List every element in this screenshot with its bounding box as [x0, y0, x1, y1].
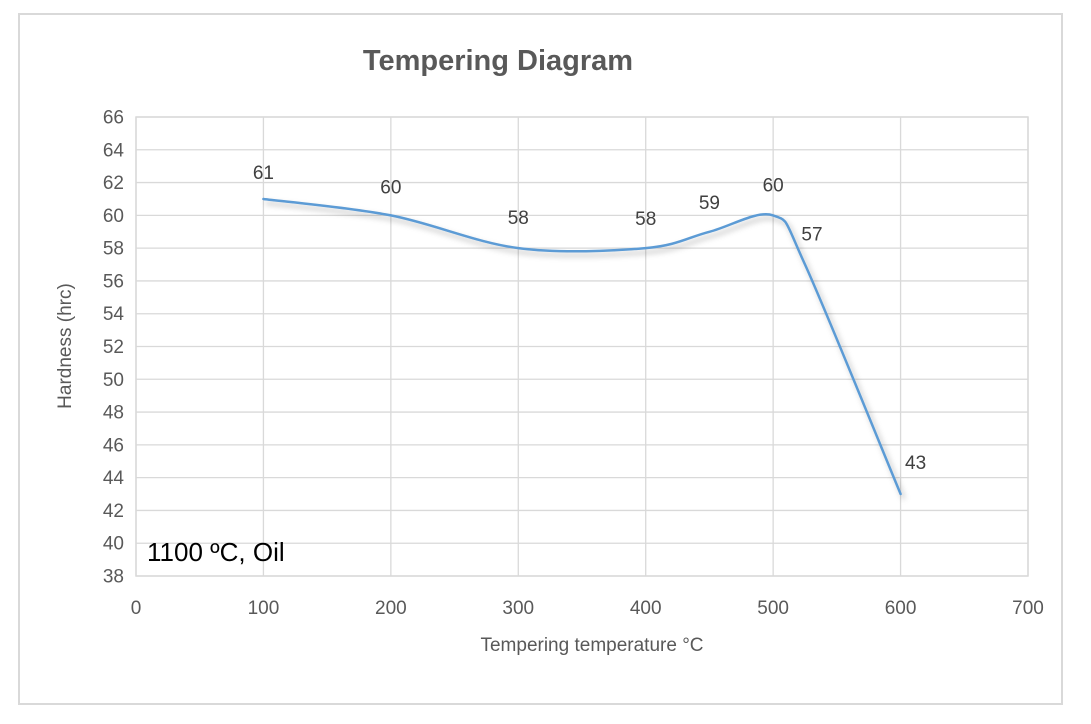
y-tick-label: 38	[103, 567, 124, 588]
y-tick-label: 52	[103, 337, 124, 358]
x-tick-label: 0	[131, 598, 142, 619]
y-tick-label: 62	[103, 173, 124, 194]
data-label: 58	[635, 209, 656, 230]
x-axis-title: Tempering temperature °C	[480, 635, 704, 656]
x-tick-label: 400	[630, 598, 662, 619]
data-label: 43	[905, 453, 926, 474]
y-tick-label: 58	[103, 239, 124, 260]
data-label: 58	[508, 208, 529, 229]
y-tick-label: 50	[103, 370, 124, 391]
y-tick-label: 60	[103, 206, 124, 227]
x-tick-label: 300	[502, 598, 534, 619]
y-axis-title: Hardness (hrc)	[55, 283, 76, 409]
y-tick-label: 56	[103, 271, 124, 292]
x-tick-label: 700	[1012, 598, 1044, 619]
plot-area: 38 40 42 44 46 48 50 52 54 56 58 60 62 64 66 0 100 200 300…	[103, 108, 1044, 620]
y-tick-label: 64	[103, 140, 125, 161]
y-tick-label: 66	[103, 108, 124, 129]
series-line-hardness	[262, 197, 902, 496]
y-tick-label: 54	[103, 304, 125, 325]
data-label: 59	[699, 193, 720, 214]
data-label: 60	[763, 175, 784, 196]
x-tick-label: 600	[885, 598, 917, 619]
data-label: 60	[380, 177, 401, 198]
x-tick-label: 100	[248, 598, 280, 619]
annotation-text: 1100 ºC, Oil	[147, 537, 285, 567]
chart-area: 38 40 42 44 46 48 50 52 54 56 58 60 62 64 66 0 100 200 300…	[18, 13, 1063, 705]
plot-border	[135, 116, 1029, 577]
y-tick-label: 40	[103, 534, 124, 555]
data-label: 61	[253, 163, 274, 184]
y-tick-label: 44	[103, 468, 125, 489]
y-tick-label: 42	[103, 501, 124, 522]
x-tick-label: 200	[375, 598, 407, 619]
chart-title: Tempering Diagram	[362, 45, 634, 77]
y-tick-label: 46	[103, 435, 124, 456]
data-label: 57	[801, 225, 822, 246]
y-tick-label: 48	[103, 403, 124, 424]
x-tick-label: 500	[757, 598, 789, 619]
